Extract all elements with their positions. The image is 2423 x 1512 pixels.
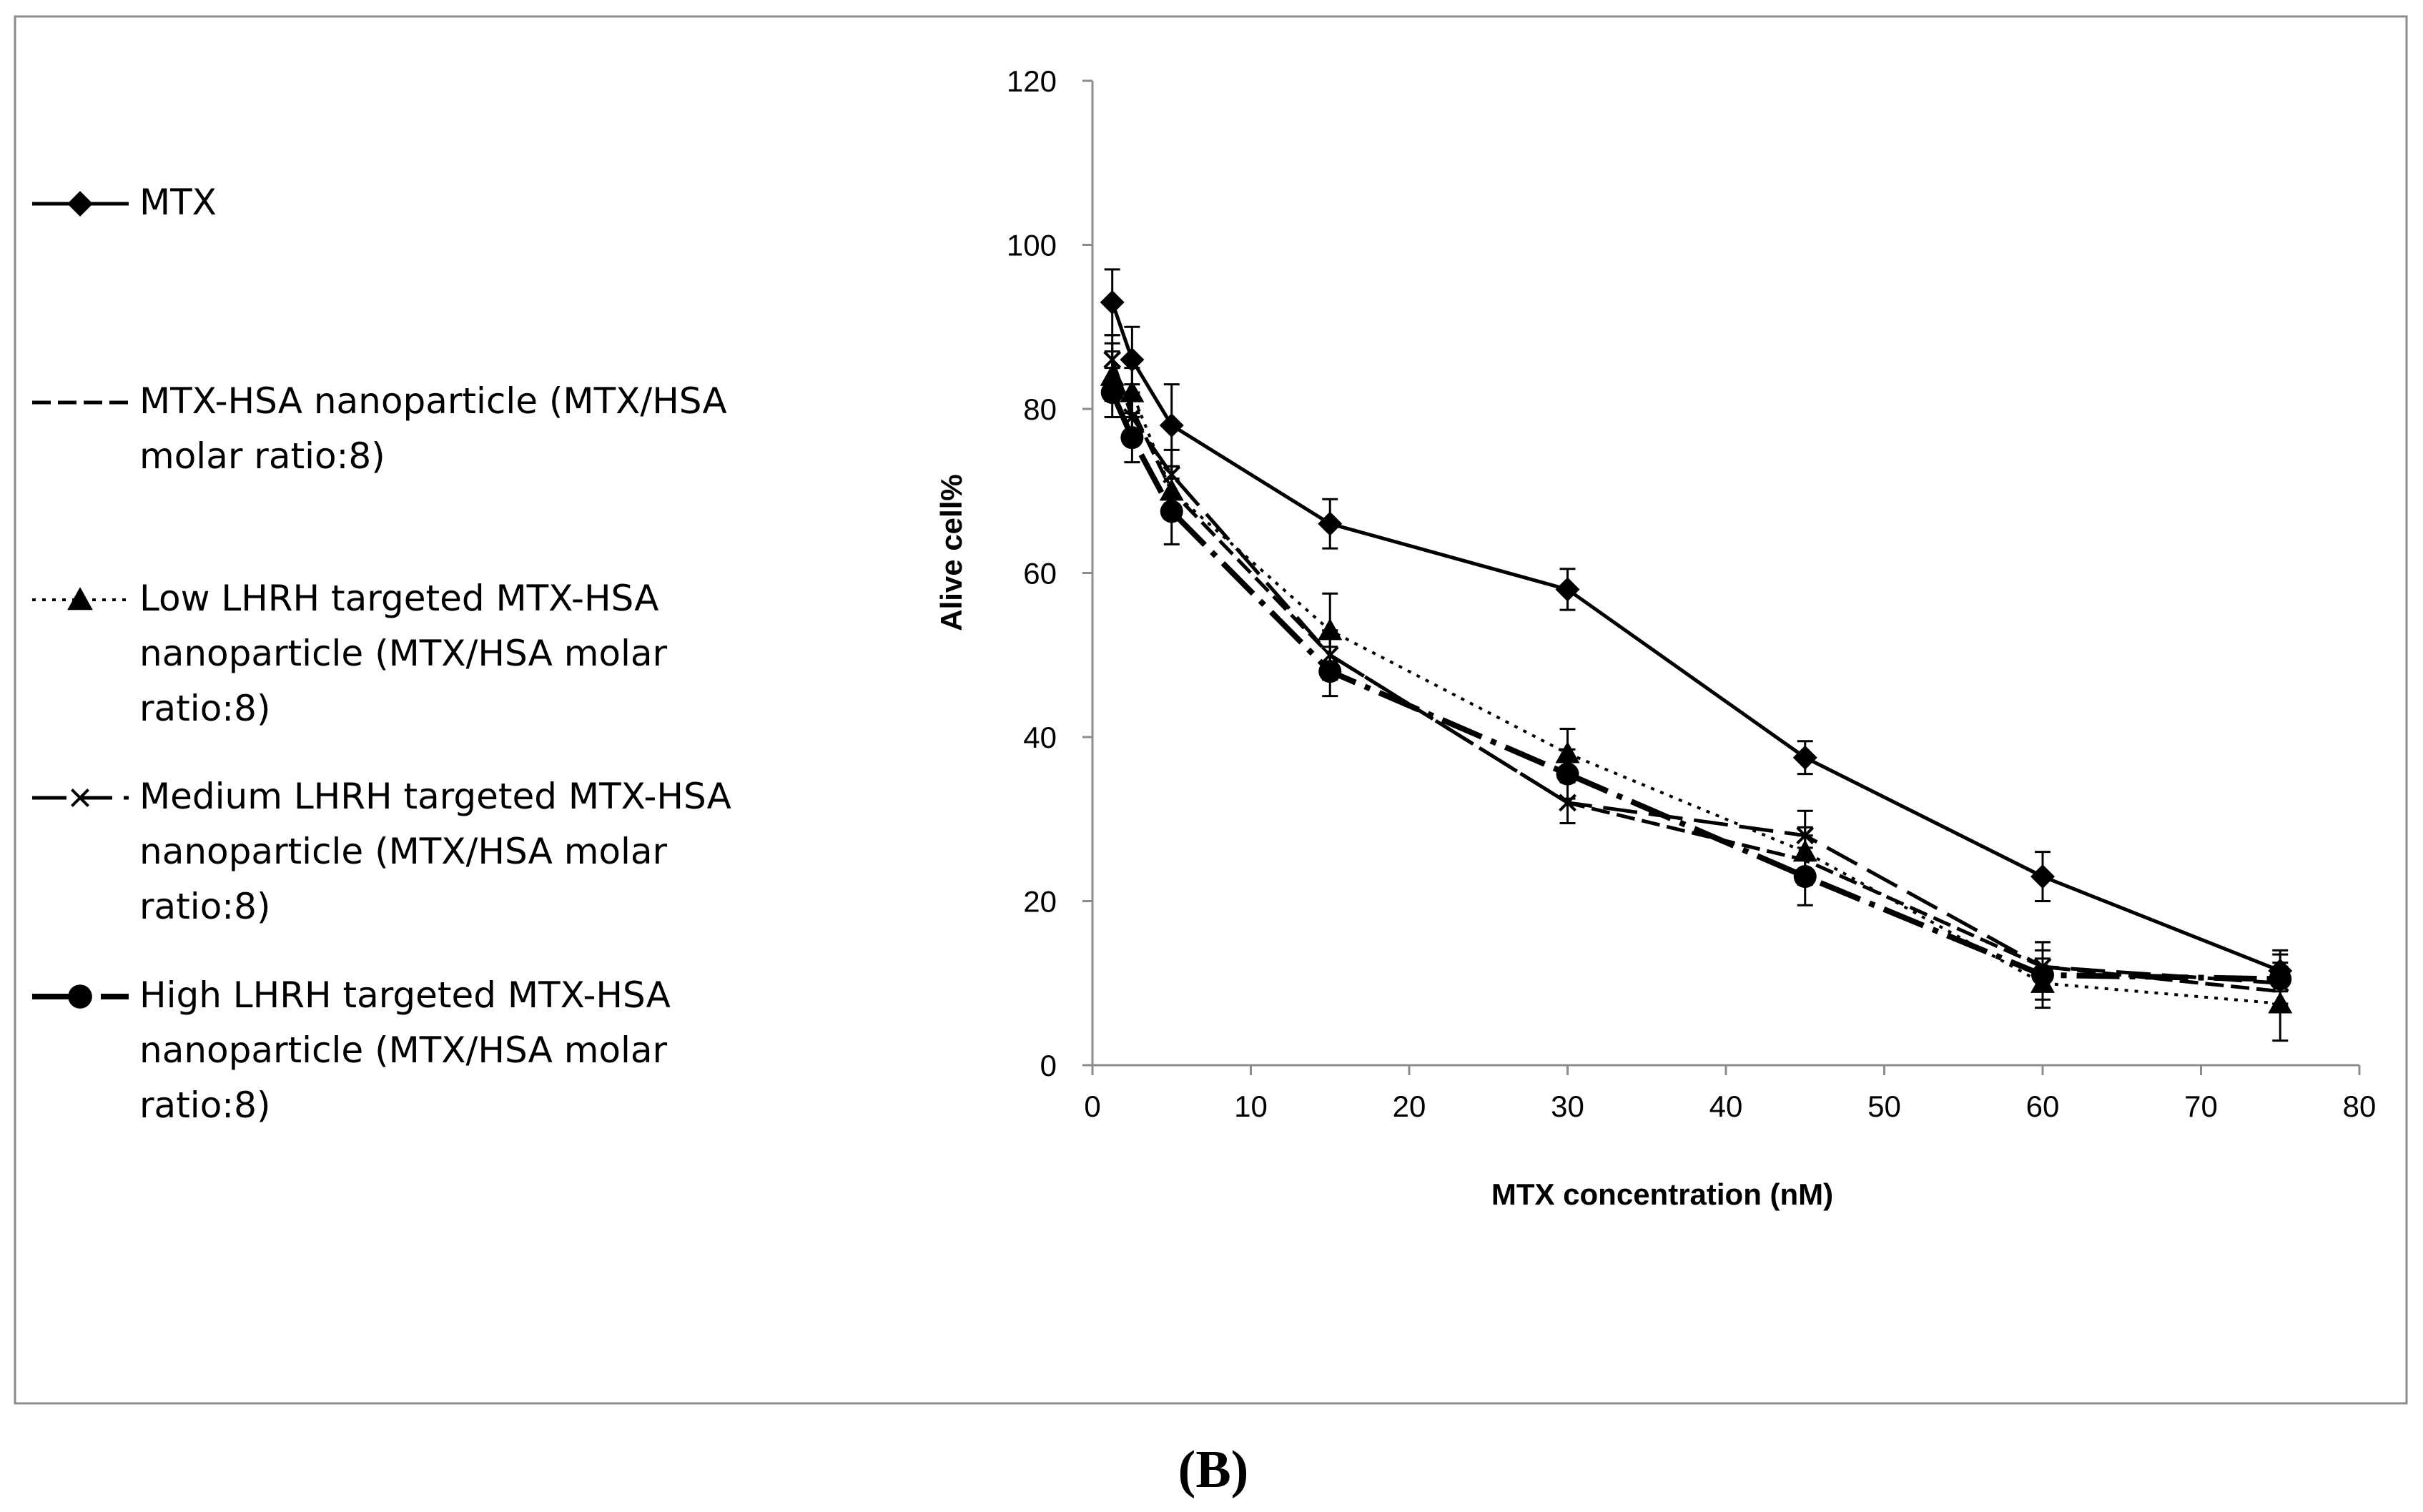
- legend-marker-3: [67, 587, 93, 611]
- legend-label-3: nanoparticle (MTX/HSA molar: [139, 633, 668, 674]
- y-tick-label: 0: [1040, 1049, 1057, 1082]
- data-point-1: [1792, 745, 1817, 770]
- series-line-5: [1110, 391, 2281, 982]
- y-tick-label: 80: [1023, 392, 1057, 426]
- data-point-5: [1556, 762, 1579, 786]
- legend-label-5: ratio:8): [139, 1084, 270, 1126]
- x-tick-label: 70: [2184, 1089, 2218, 1123]
- data-point-3: [1318, 618, 1343, 641]
- x-axis-title: MTX concentration (nM): [1491, 1177, 1833, 1211]
- legend-label-2: MTX-HSA nanoparticle (MTX/HSA: [139, 380, 727, 422]
- y-tick-label: 120: [1007, 64, 1057, 98]
- data-point-1: [2030, 864, 2055, 889]
- series-line-4: [1110, 359, 2281, 985]
- series-line-1: [1110, 301, 2281, 973]
- data-point-4: [1321, 646, 1339, 664]
- axes: 0 10 20 30 40 50 60 70 80 0 20 40 60 80 100 120: [1007, 64, 2376, 1123]
- x-tick-label: 20: [1393, 1089, 1426, 1123]
- legend-marker-1: [67, 191, 93, 217]
- x-tick-label: 10: [1234, 1089, 1268, 1123]
- legend-label-2: molar ratio:8): [139, 435, 385, 477]
- x-tick-label: 0: [1084, 1089, 1100, 1123]
- data-point-3: [2268, 991, 2293, 1014]
- legend-marker-4: [71, 789, 89, 807]
- y-tick-label: 20: [1023, 885, 1057, 919]
- data-point-3: [1159, 478, 1184, 501]
- panel-label: (B): [1178, 1441, 1249, 1499]
- data-point-4: [1796, 826, 1815, 845]
- data-point-1: [1100, 290, 1125, 315]
- y-tick-label: 40: [1023, 721, 1057, 754]
- data-point-5: [1160, 500, 1183, 523]
- data-point-5: [2031, 963, 2054, 987]
- data-point-4: [1122, 408, 1141, 426]
- chart-frame: [14, 15, 2408, 1405]
- legend-marker-5: [68, 984, 92, 1009]
- markers: [1100, 290, 2293, 1014]
- legend-label-5: nanoparticle (MTX/HSA molar: [139, 1029, 668, 1071]
- legend-label-4: ratio:8): [139, 886, 270, 927]
- data-point-3: [1555, 741, 1580, 764]
- plot-area: 0 10 20 30 40 50 60 70 80 0 20 40 60 80 100 120: [1007, 64, 2376, 1123]
- data-point-5: [1100, 381, 1124, 405]
- legend-label-5: High LHRH targeted MTX-HSA: [139, 974, 671, 1016]
- data-point-1: [1318, 511, 1343, 536]
- y-tick-label: 100: [1007, 229, 1057, 262]
- data-point-1: [1120, 347, 1145, 372]
- data-point-4: [1103, 350, 1122, 369]
- data-point-3: [1120, 380, 1145, 402]
- x-tick-label: 80: [2343, 1089, 2377, 1123]
- legend-label-1: MTX: [139, 182, 217, 223]
- data-point-5: [2269, 967, 2292, 991]
- data-point-3: [1100, 364, 1125, 386]
- legend-label-3: Low LHRH targeted MTX-HSA: [139, 578, 658, 619]
- data-point-5: [1318, 660, 1342, 683]
- x-tick-label: 30: [1551, 1089, 1584, 1123]
- legend-label-4: Medium LHRH targeted MTX-HSA: [139, 776, 731, 817]
- data-point-3: [1792, 839, 1817, 862]
- data-point-5: [1793, 865, 1817, 889]
- data-point-5: [1120, 426, 1144, 450]
- legend: MTX MTX-HSA nanoparticle (MTX/HSA molar ra…: [32, 182, 731, 1126]
- data-point-1: [1555, 577, 1580, 602]
- x-tick-label: 60: [2026, 1089, 2060, 1123]
- data-point-4: [1163, 465, 1181, 484]
- data-point-1: [1159, 412, 1184, 438]
- x-tick-label: 50: [1867, 1089, 1901, 1123]
- y-axis-title: Alive cell%: [934, 474, 968, 631]
- x-tick-label: 40: [1709, 1089, 1743, 1123]
- data-point-4: [1559, 794, 1576, 812]
- legend-label-3: ratio:8): [139, 688, 270, 729]
- y-tick-label: 60: [1023, 557, 1057, 591]
- legend-label-4: nanoparticle (MTX/HSA molar: [139, 831, 668, 872]
